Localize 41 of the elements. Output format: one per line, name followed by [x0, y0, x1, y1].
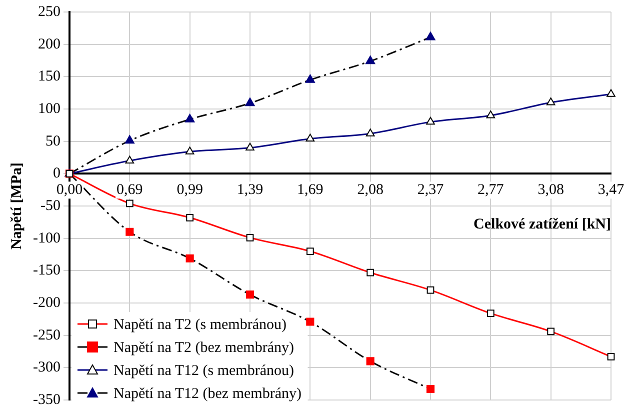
- point: [366, 357, 374, 366]
- y-tick-label: 200: [38, 36, 60, 52]
- x-axis-title: Celkové zatížení [kN]: [474, 216, 611, 233]
- point: [305, 74, 315, 83]
- x-tick-label: 2,08: [357, 182, 384, 198]
- y-tick-label: 0: [52, 166, 60, 182]
- x-tick-label: 1,39: [236, 182, 264, 198]
- y-tick-label: 250: [38, 4, 60, 20]
- y-tick-label: -300: [32, 360, 60, 376]
- point: [186, 254, 194, 262]
- legend-label: Napětí na T2 (s membránou): [113, 316, 287, 333]
- y-axis-title: Napětí [MPa]: [8, 162, 25, 250]
- x-tick-label: 0,99: [176, 182, 203, 198]
- point: [126, 228, 134, 236]
- point: [426, 384, 435, 394]
- x-tick-label: 1,69: [297, 182, 324, 198]
- legend-label: Napětí na T2 (bez membrány): [113, 340, 294, 356]
- x-tick-label: 2,37: [417, 182, 444, 198]
- y-tick-label: -100: [32, 230, 60, 246]
- x-tick-label: 3,08: [538, 182, 564, 198]
- point: [306, 318, 314, 326]
- point: [246, 290, 254, 299]
- legend-label: Napětí na T12 (s membránou): [113, 362, 294, 379]
- y-tick-label: -150: [32, 262, 60, 279]
- x-tick-label: 0,00: [56, 182, 83, 198]
- x-tick-label: 3,47: [598, 182, 625, 198]
- y-tick-label: -250: [32, 327, 60, 344]
- y-tick-label: -200: [32, 294, 60, 311]
- x-tick-label: 0,69: [116, 182, 143, 198]
- point: [185, 114, 195, 122]
- x-tick-label: 2,77: [478, 182, 504, 198]
- point: [366, 56, 376, 64]
- point: [426, 32, 436, 40]
- y-tick-label: 50: [45, 133, 60, 150]
- point: [245, 98, 255, 106]
- y-tick-label: -350: [32, 392, 60, 408]
- y-tick-label: 100: [38, 100, 60, 117]
- point: [124, 135, 134, 144]
- y-tick-label: 150: [38, 68, 60, 85]
- legend-label: Napětí na T12 (bez membrány): [113, 386, 302, 402]
- y-tick-label: -50: [40, 198, 60, 214]
